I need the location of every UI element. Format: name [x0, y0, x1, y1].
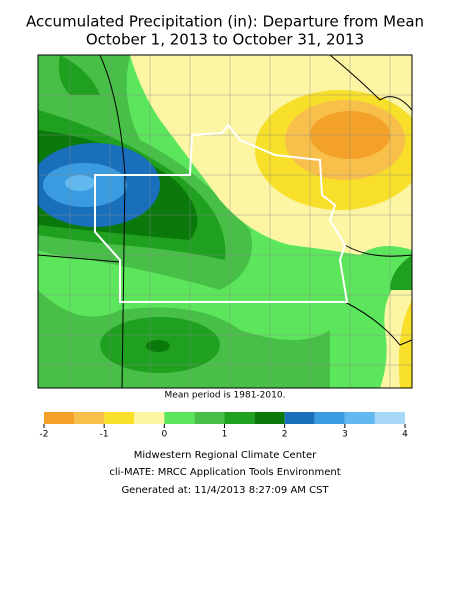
legend-swatch	[224, 412, 255, 424]
footer-line: cli-MATE: MRCC Application Tools Environ…	[109, 467, 340, 478]
legend-swatch	[314, 412, 345, 424]
map-frame	[37, 54, 413, 389]
legend-swatch	[374, 412, 405, 424]
legend-tick-label: 2	[282, 430, 288, 440]
legend-swatch	[104, 412, 135, 424]
legend-swatch	[134, 412, 165, 424]
legend-tick-label: 0	[161, 430, 167, 440]
footer-line: Midwestern Regional Climate Center	[134, 450, 317, 461]
note: Mean period is 1981-2010.	[165, 391, 286, 401]
map	[38, 55, 412, 388]
legend-swatch	[44, 412, 75, 424]
legend-tick-label: 1	[222, 430, 228, 440]
title: Accumulated Precipitation (in): Departur…	[26, 13, 424, 31]
legend-swatch	[74, 412, 105, 424]
legend-tick-label: 4	[402, 430, 408, 440]
legend-swatch	[344, 412, 375, 424]
legend-swatch	[254, 412, 285, 424]
subtitle: October 1, 2013 to October 31, 2013	[86, 31, 364, 49]
legend-tick-label: 3	[342, 430, 348, 440]
legend-swatch	[164, 412, 195, 424]
legend-swatch	[284, 412, 315, 424]
legend-tick-label: -1	[100, 430, 109, 440]
footer-line: Generated at: 11/4/2013 8:27:09 AM CST	[121, 485, 329, 496]
legend-tick-label: -2	[40, 430, 49, 440]
legend-swatch	[194, 412, 225, 424]
